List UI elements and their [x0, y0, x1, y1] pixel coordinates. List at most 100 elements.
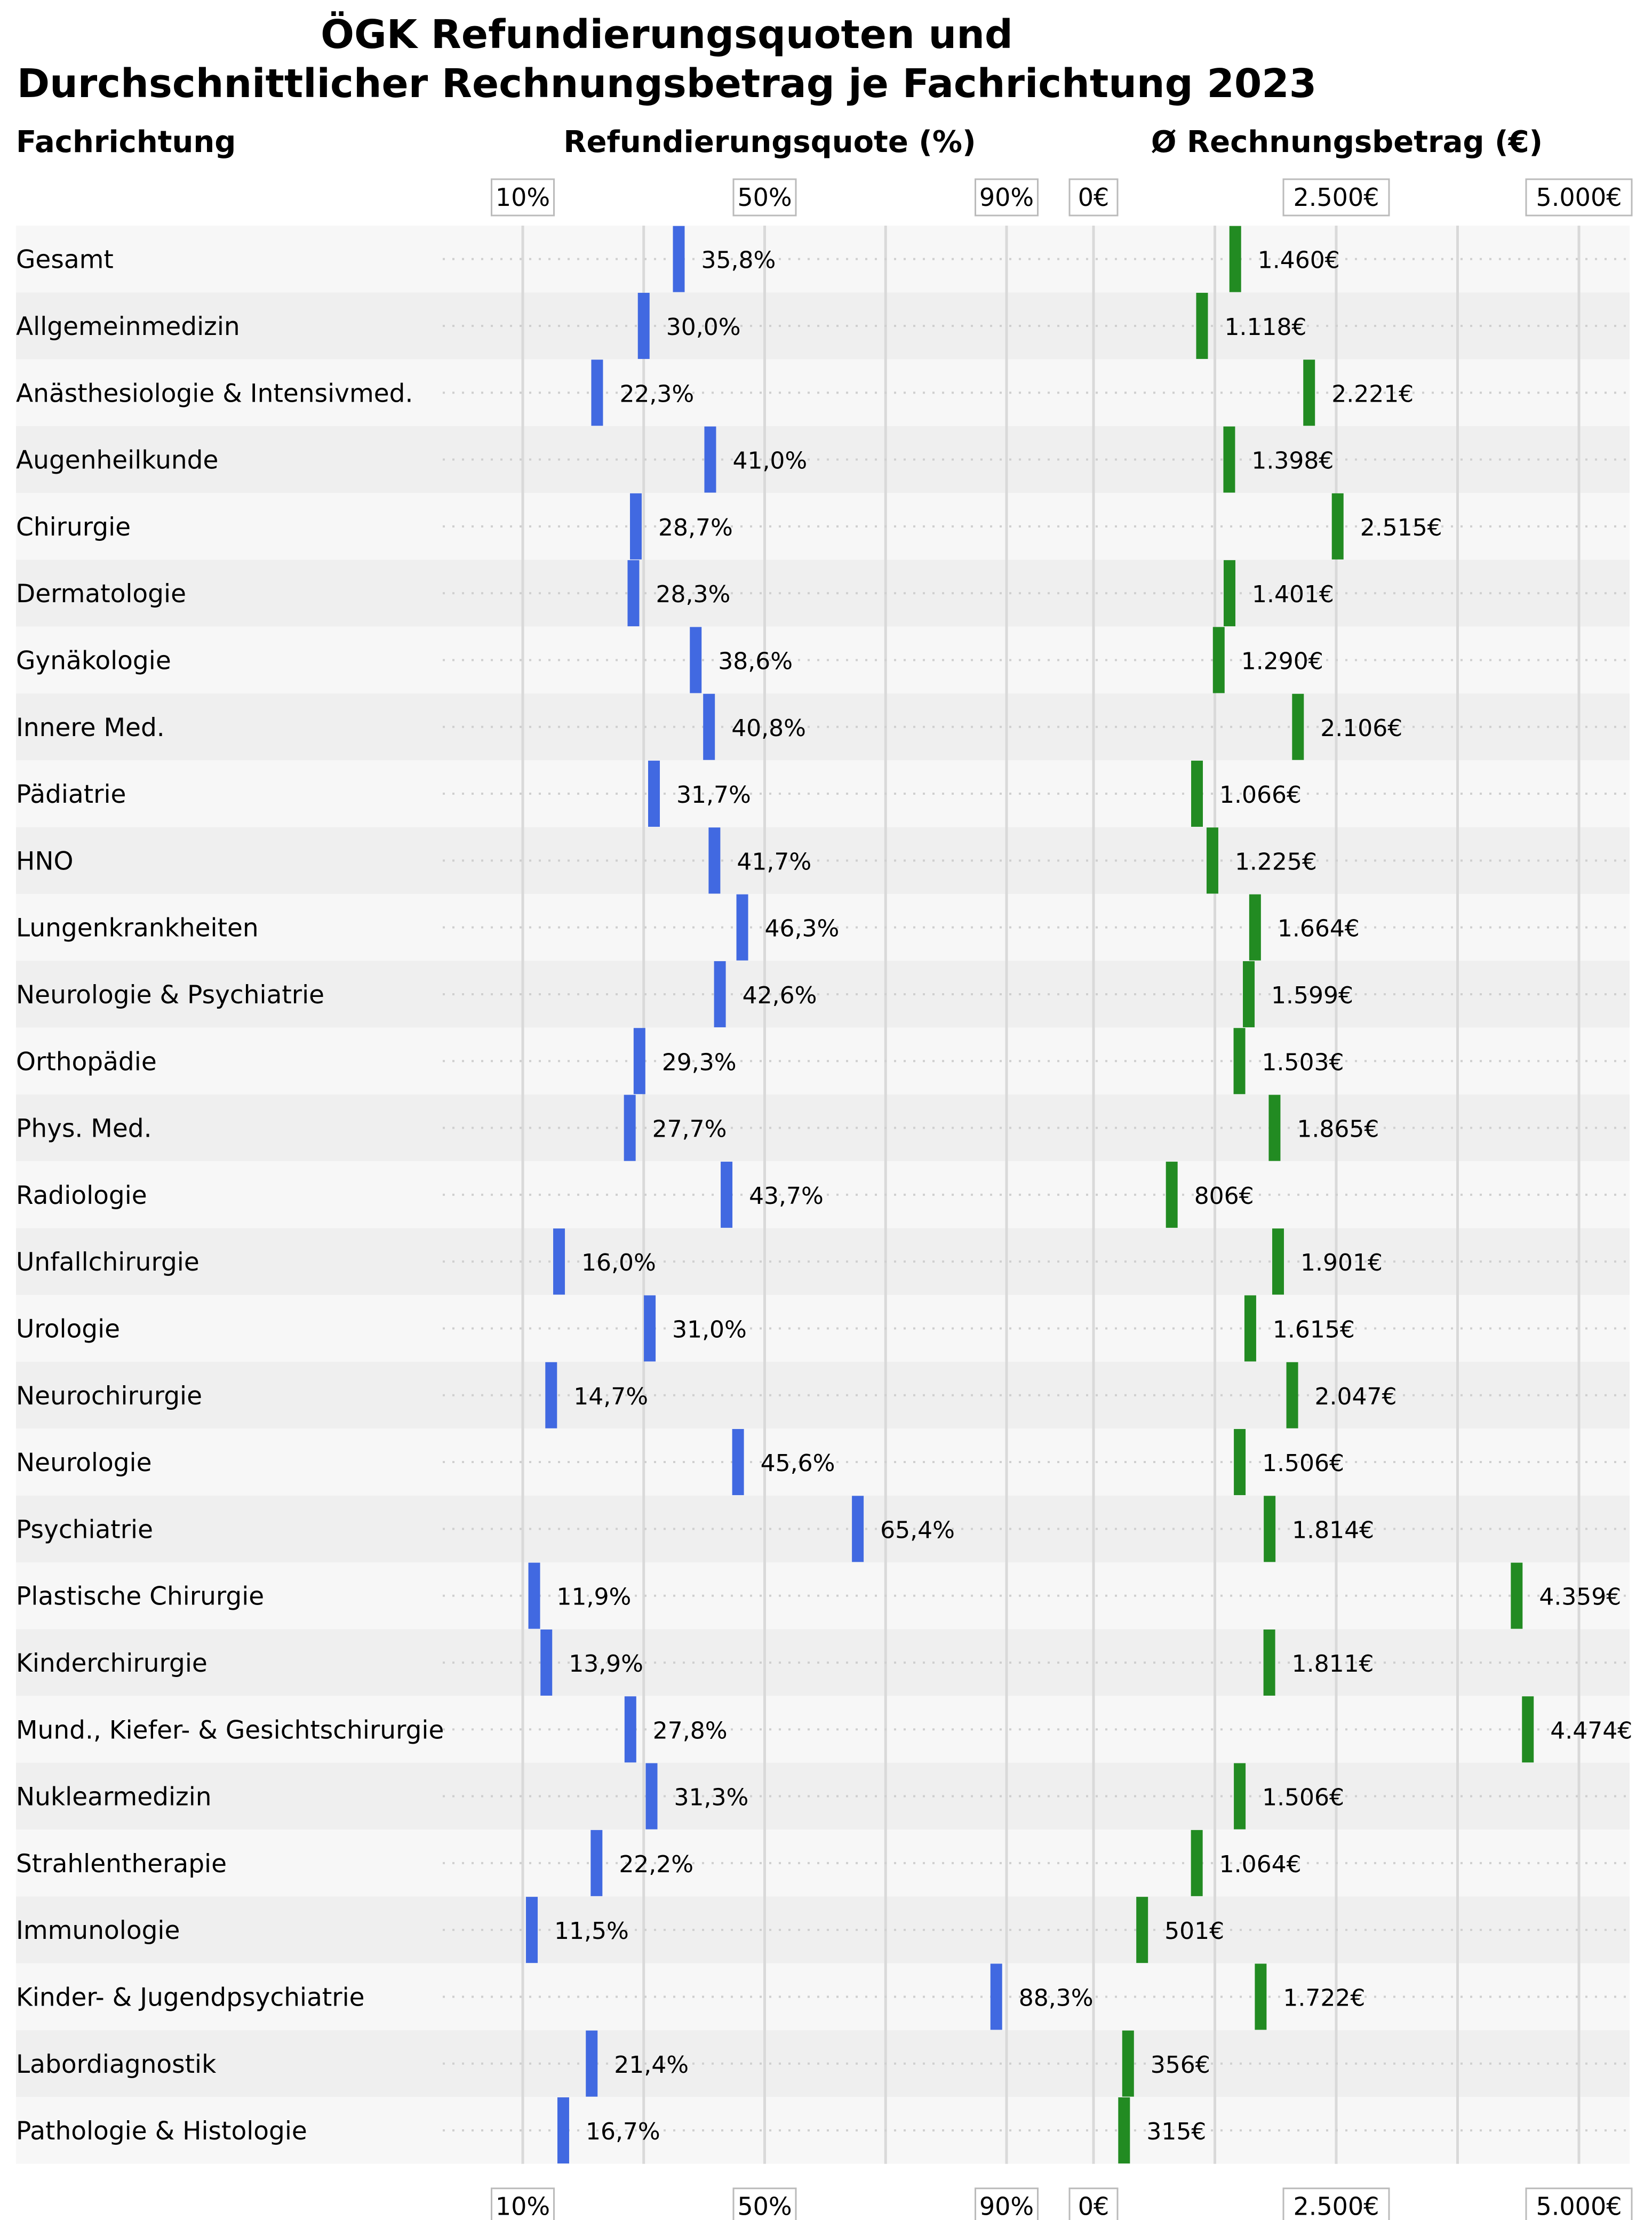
quote-data-label: 35,8%: [701, 247, 776, 274]
category-label: Chirurgie: [16, 513, 131, 542]
row-band: [16, 493, 1630, 560]
betrag-data-label: 4.359€: [1539, 1584, 1621, 1611]
table-row: Immunologie 11,5% 501€: [16, 1897, 1630, 1963]
tick-label: 5.000€: [1536, 183, 1622, 212]
quote-mark: [704, 426, 716, 493]
tick-label: 0€: [1078, 2192, 1110, 2220]
betrag-data-label: 4.474€: [1550, 1717, 1632, 1744]
tick-label: 50%: [737, 2192, 792, 2220]
quote-data-label: 16,7%: [586, 2118, 660, 2145]
category-label: Strahlentherapie: [16, 1849, 227, 1879]
tick-box: [1282, 2187, 1390, 2220]
category-label: Phys. Med.: [16, 1114, 152, 1144]
betrag-mark: [1118, 2097, 1130, 2164]
table-row: Kinder- & Jugendpsychiatrie 88,3% 1.722€: [16, 1963, 1630, 2030]
betrag-data-label: 1.460€: [1258, 247, 1340, 274]
row-band: [16, 760, 1630, 827]
row-band: [16, 961, 1630, 1028]
betrag-mark: [1122, 2030, 1134, 2097]
betrag-mark: [1268, 1095, 1281, 1161]
quote-data-label: 65,4%: [880, 1516, 955, 1544]
row-band: [16, 1495, 1630, 1562]
quote-data-label: 42,6%: [743, 982, 817, 1009]
rows: Gesamt 35,8% 1.460€ Allgemeinmedizin 30,0% 1.…: [16, 226, 1632, 2164]
table-row: Gynäkologie 38,6% 1.290€: [16, 627, 1630, 693]
betrag-mark: [1223, 426, 1235, 493]
category-label: Dermatologie: [16, 579, 186, 609]
betrag-mark: [1206, 827, 1218, 894]
tick-box: [491, 2187, 555, 2220]
row-band: [16, 2097, 1630, 2164]
betrag-data-label: 806€: [1194, 1183, 1254, 1210]
tick-box: [975, 2187, 1039, 2220]
tick-label: 50%: [737, 183, 792, 212]
table-row: Chirurgie 28,7% 2.515€: [16, 493, 1630, 560]
betrag-data-label: 2.515€: [1360, 514, 1442, 541]
category-label: Neurologie & Psychiatrie: [16, 980, 324, 1010]
table-row: Pathologie & Histologie 16,7% 315€: [16, 2097, 1630, 2164]
betrag-data-label: 315€: [1146, 2118, 1206, 2145]
betrag-mark: [1191, 761, 1203, 827]
table-row: Gesamt 35,8% 1.460€: [16, 226, 1630, 292]
category-label: Neurochirurgie: [16, 1381, 202, 1411]
row-band: [16, 693, 1630, 761]
quote-mark: [540, 1629, 553, 1696]
category-label: Pathologie & Histologie: [16, 2117, 307, 2146]
betrag-data-label: 2.221€: [1331, 380, 1414, 408]
tick-box: [1068, 2187, 1119, 2220]
betrag-data-label: 1.814€: [1292, 1516, 1374, 1544]
category-label: HNO: [16, 847, 74, 876]
quote-mark: [721, 1161, 733, 1228]
quote-data-label: 27,8%: [653, 1717, 728, 1744]
betrag-mark: [1303, 360, 1315, 426]
quote-mark: [630, 493, 642, 560]
quote-tick-top: 90%: [975, 178, 1039, 217]
betrag-tick-top: 2.500€: [1282, 178, 1390, 217]
quote-data-label: 41,7%: [737, 848, 811, 875]
quote-data-label: 29,3%: [662, 1049, 737, 1076]
table-row: Neurologie & Psychiatrie 42,6% 1.599€: [16, 961, 1630, 1027]
row-bands: [16, 226, 1630, 2164]
table-row: Orthopädie 29,3% 1.503€: [16, 1028, 1630, 1095]
row-band: [16, 1762, 1630, 1830]
category-label: Orthopädie: [16, 1047, 157, 1076]
betrag-mark: [1223, 560, 1235, 627]
betrag-data-label: 1.664€: [1278, 915, 1360, 943]
category-label: Nuklearmedizin: [16, 1783, 212, 1812]
quote-tick-bottom: 10%: [491, 2187, 555, 2220]
table-row: Pädiatrie 31,7% 1.066€: [16, 761, 1630, 827]
betrag-mark: [1255, 1963, 1267, 2030]
table-row: Radiologie 43,7% 806€: [16, 1161, 1630, 1228]
category-label: Gynäkologie: [16, 646, 171, 675]
quote-data-label: 43,7%: [749, 1183, 824, 1210]
table-row: Urologie 31,0% 1.615€: [16, 1295, 1630, 1362]
table-row: Psychiatrie 65,4% 1.814€: [16, 1496, 1630, 1562]
category-label: Lungenkrankheiten: [16, 914, 259, 943]
quote-mark: [645, 1763, 658, 1830]
betrag-data-label: 1.615€: [1273, 1316, 1355, 1343]
quote-data-label: 38,6%: [718, 648, 793, 675]
category-label: Plastische Chirurgie: [16, 1582, 264, 1611]
quote-mark: [624, 1696, 636, 1763]
betrag-data-label: 1.506€: [1262, 1784, 1344, 1811]
quote-mark: [627, 560, 640, 627]
quote-mark: [690, 627, 702, 693]
quote-mark: [624, 1095, 636, 1161]
tick-box: [1282, 178, 1390, 217]
betrag-data-label: 356€: [1151, 2051, 1210, 2079]
quote-mark: [703, 693, 715, 760]
quote-data-label: 27,7%: [652, 1116, 727, 1143]
row-band: [16, 1295, 1630, 1362]
table-row: HNO 41,7% 1.225€: [16, 827, 1630, 894]
betrag-data-label: 1.401€: [1252, 581, 1334, 608]
betrag-data-label: 1.290€: [1241, 648, 1323, 675]
table-row: Allgemeinmedizin 30,0% 1.118€: [16, 292, 1630, 359]
betrag-data-label: 2.047€: [1315, 1383, 1397, 1410]
category-label: Anästhesiologie & Intensivmed.: [16, 379, 413, 408]
quote-tick-top: 10%: [491, 178, 555, 217]
quote-mark: [586, 2030, 598, 2097]
row-band: [16, 626, 1630, 694]
category-label: Kinderchirurgie: [16, 1649, 208, 1678]
quote-data-label: 11,5%: [554, 1918, 629, 1945]
